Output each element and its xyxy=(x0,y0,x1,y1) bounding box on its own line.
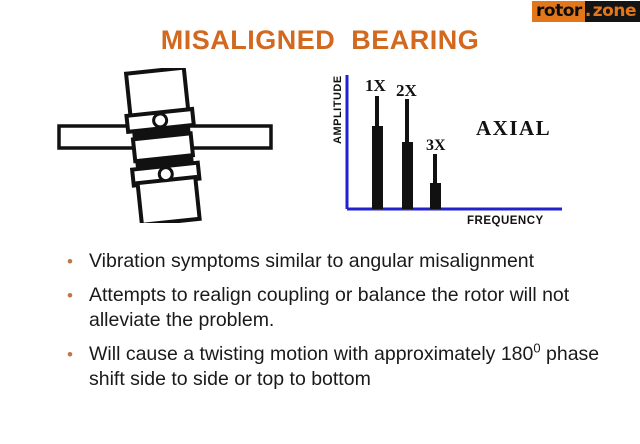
bar-1x-base xyxy=(372,126,383,209)
bar-3x-base xyxy=(430,183,441,209)
x-axis-label: FREQUENCY xyxy=(467,215,544,227)
bullet-text-1: Vibration symptoms similar to angular mi… xyxy=(89,250,535,272)
vibration-spectrum-chart: AMPLITUDE FREQUENCY AXIAL 1X 2X 3X xyxy=(332,75,562,227)
bar-2x-base xyxy=(402,142,413,209)
logo-text-rotor: rotor xyxy=(532,1,585,22)
ball-bearing-lower xyxy=(157,166,174,183)
bullet-list: • Vibration symptoms similar to angular … xyxy=(64,249,604,401)
y-axis-label: AMPLITUDE xyxy=(332,75,344,144)
ball-bearing-upper xyxy=(152,112,169,129)
bar-2x: 2X xyxy=(396,81,418,209)
bullet-text-3-before: Will cause a twisting motion with approx… xyxy=(89,342,534,365)
bar-2x-spike xyxy=(405,99,409,144)
list-item: • Will cause a twisting motion with appr… xyxy=(64,340,604,393)
bar-3x-spike xyxy=(433,154,437,185)
logo-text-zone: zone xyxy=(591,1,640,22)
housing-bar-lower xyxy=(135,155,194,170)
list-item: • Attempts to realign coupling or balanc… xyxy=(64,283,604,334)
bar-1x: 1X xyxy=(365,76,387,209)
bearing-housing-group xyxy=(123,68,202,223)
list-item: • Vibration symptoms similar to angular … xyxy=(64,249,604,275)
bar-label-3x: 3X xyxy=(426,137,446,154)
bullet-text-3: Will cause a twisting motion with approx… xyxy=(89,340,604,393)
bar-label-2x: 2X xyxy=(396,81,418,100)
housing-bar-upper xyxy=(132,125,191,140)
logo-dot: . xyxy=(584,1,592,22)
chart-annotation-axial: AXIAL xyxy=(476,116,551,140)
misaligned-bearing-diagram xyxy=(57,68,273,223)
rotor-zone-logo: rotor . zone xyxy=(532,1,640,22)
bar-label-1x: 1X xyxy=(365,76,387,95)
bullet-marker-icon: • xyxy=(67,285,73,305)
bar-1x-spike xyxy=(375,96,379,128)
bullet-marker-icon: • xyxy=(67,344,73,364)
bullet-marker-icon: • xyxy=(67,252,73,271)
bar-3x: 3X xyxy=(426,137,446,209)
bullet-text-2: Attempts to realign coupling or balance … xyxy=(89,283,570,332)
bullet-text-3-after: phase shift side to side or top to botto… xyxy=(89,342,600,391)
page-title: MISALIGNED BEARING xyxy=(160,25,480,55)
housing-lower-block xyxy=(135,174,202,223)
bullet-text-3-superscript: 0 xyxy=(533,340,541,355)
